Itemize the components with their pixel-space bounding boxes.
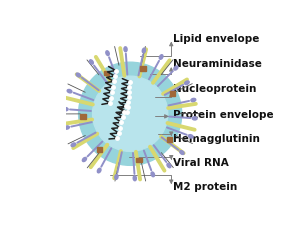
Ellipse shape	[76, 73, 80, 77]
Ellipse shape	[192, 117, 197, 120]
Circle shape	[79, 62, 182, 165]
FancyBboxPatch shape	[136, 158, 142, 162]
Ellipse shape	[159, 55, 163, 59]
Ellipse shape	[67, 89, 72, 93]
Text: Lipid envelope: Lipid envelope	[173, 34, 260, 44]
Ellipse shape	[133, 176, 136, 181]
Ellipse shape	[64, 126, 69, 129]
Ellipse shape	[115, 175, 118, 179]
FancyBboxPatch shape	[170, 91, 176, 96]
Ellipse shape	[106, 51, 109, 56]
Ellipse shape	[124, 47, 127, 52]
Ellipse shape	[174, 66, 178, 70]
Text: M2 protein: M2 protein	[173, 182, 237, 192]
Ellipse shape	[71, 143, 76, 147]
Ellipse shape	[98, 168, 101, 173]
Text: Hemagglutinin: Hemagglutinin	[173, 134, 260, 144]
Text: Neuraminidase: Neuraminidase	[173, 59, 262, 69]
Ellipse shape	[89, 60, 93, 64]
FancyBboxPatch shape	[103, 71, 109, 75]
Ellipse shape	[82, 158, 86, 162]
Ellipse shape	[63, 108, 68, 111]
Text: Viral RNA: Viral RNA	[173, 158, 229, 168]
Ellipse shape	[184, 81, 189, 85]
Ellipse shape	[167, 163, 171, 168]
FancyBboxPatch shape	[167, 138, 172, 142]
Ellipse shape	[180, 151, 184, 154]
Text: Nucleoprotein: Nucleoprotein	[173, 84, 256, 94]
Ellipse shape	[188, 135, 193, 138]
Text: Protein envelope: Protein envelope	[173, 110, 274, 120]
Circle shape	[93, 76, 168, 151]
FancyBboxPatch shape	[97, 147, 102, 152]
Ellipse shape	[142, 48, 146, 53]
Ellipse shape	[191, 98, 196, 102]
FancyBboxPatch shape	[80, 114, 86, 119]
FancyBboxPatch shape	[140, 66, 145, 71]
Ellipse shape	[151, 172, 154, 177]
